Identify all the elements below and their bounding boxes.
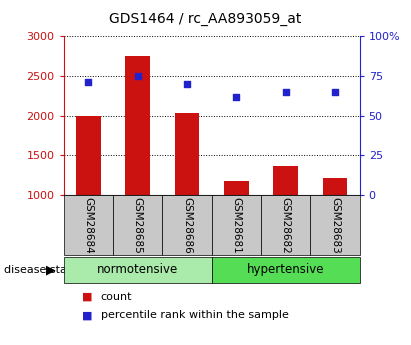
Text: GDS1464 / rc_AA893059_at: GDS1464 / rc_AA893059_at	[109, 12, 302, 26]
Point	[184, 81, 190, 87]
Point	[282, 89, 289, 95]
Bar	[76, 116, 101, 195]
Text: GSM28685: GSM28685	[133, 197, 143, 254]
Text: GSM28683: GSM28683	[330, 197, 340, 254]
Text: GSM28686: GSM28686	[182, 197, 192, 254]
Text: normotensive: normotensive	[97, 264, 178, 276]
Bar	[273, 166, 298, 195]
Text: ▶: ▶	[46, 264, 55, 276]
Bar	[224, 181, 249, 195]
Bar	[175, 113, 199, 195]
Point	[332, 89, 338, 95]
Text: hypertensive: hypertensive	[247, 264, 324, 276]
Text: ■: ■	[82, 310, 93, 321]
Point	[233, 94, 240, 99]
Point	[85, 79, 92, 85]
Point	[134, 73, 141, 79]
Text: count: count	[101, 292, 132, 302]
Text: percentile rank within the sample: percentile rank within the sample	[101, 310, 289, 321]
Bar	[323, 178, 347, 195]
Text: GSM28681: GSM28681	[231, 197, 241, 254]
Text: ■: ■	[82, 292, 93, 302]
Bar	[125, 56, 150, 195]
Text: GSM28684: GSM28684	[83, 197, 93, 254]
Text: disease state: disease state	[4, 265, 78, 275]
Text: GSM28682: GSM28682	[281, 197, 291, 254]
